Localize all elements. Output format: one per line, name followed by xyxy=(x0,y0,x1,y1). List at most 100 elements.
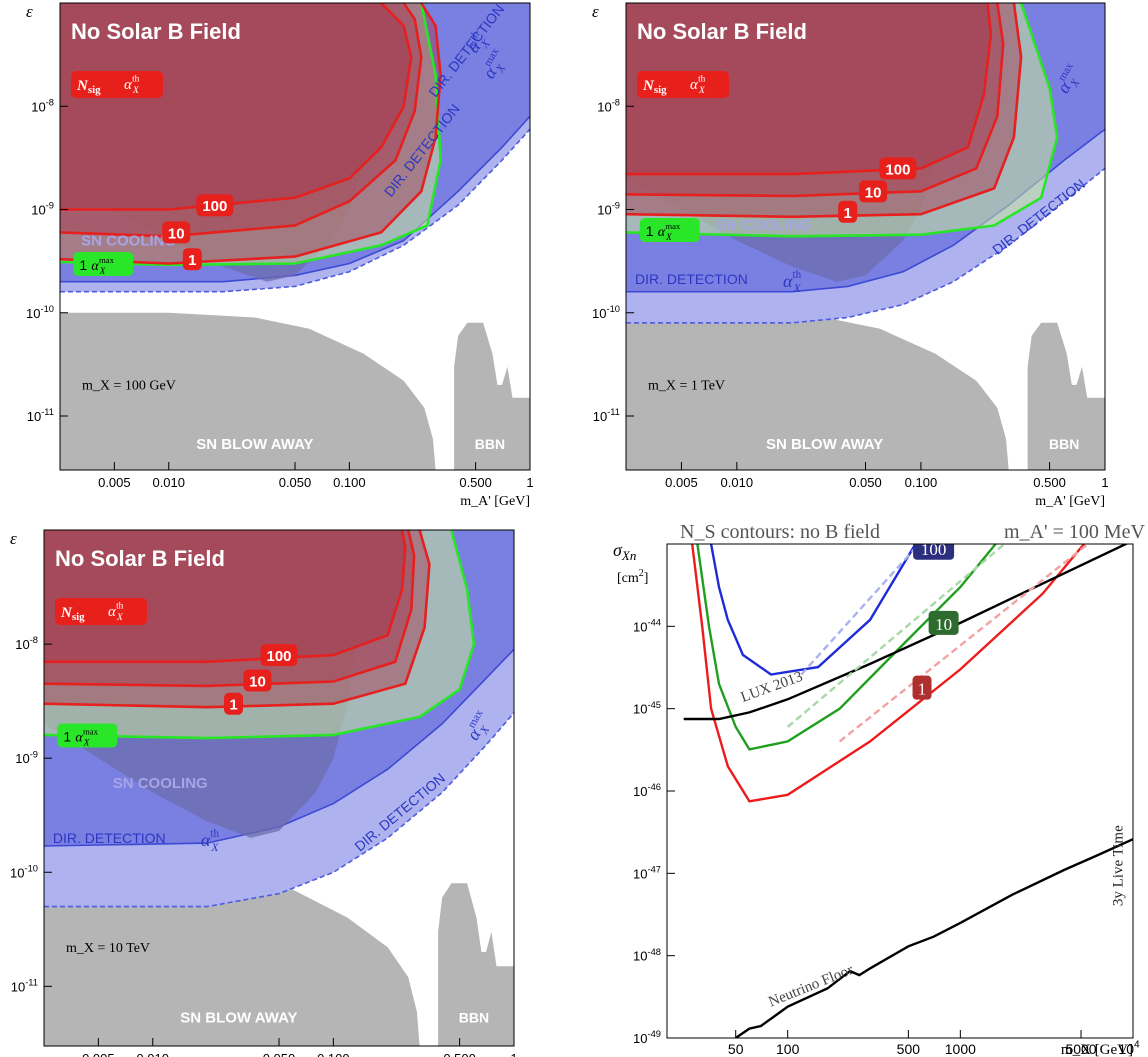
x-tick-label-exp: 4 xyxy=(1134,1040,1140,1051)
panel-top-left: SN BLOW AWAY BBN SN COOLING No Solar B Fiel… xyxy=(26,2,534,509)
series-line-100 xyxy=(709,544,917,676)
x-tick-label: 0.500 xyxy=(459,475,492,490)
y-tick-label-base: 10 xyxy=(633,949,647,964)
green-badge xyxy=(73,252,134,277)
y-tick-label: 10-49 xyxy=(633,1029,661,1046)
sn-blow-away-region xyxy=(44,872,420,1046)
contour-line-1 xyxy=(60,3,442,265)
contour-line-10 xyxy=(44,530,416,688)
plot-area: SN BLOW AWAY BBN SN COOLING No Solar B Fiel… xyxy=(60,3,530,470)
y-tick-label-exp: -8 xyxy=(46,97,54,107)
dd-max-boundary xyxy=(626,167,1105,324)
y-tick-label-exp: -48 xyxy=(647,947,661,957)
contour-label-100: 100 xyxy=(266,648,291,665)
y-tick-label-exp: -44 xyxy=(647,617,661,627)
y-tick-label-exp: -46 xyxy=(647,782,661,792)
green-label-coupling-sup: max xyxy=(665,221,681,231)
contour-fill-1 xyxy=(626,3,1022,217)
y-tick-label-base: 10 xyxy=(597,99,611,114)
legend-coupling-sup: th xyxy=(116,602,124,612)
dd-th-coupling: αXth xyxy=(783,269,802,295)
x-tick-label: 0.005 xyxy=(98,475,131,490)
x-tick-label: 0.100 xyxy=(317,1051,350,1057)
x-tick-label: 5000 xyxy=(1065,1041,1096,1057)
contour-extension xyxy=(800,544,921,676)
contour-line-10 xyxy=(626,3,1005,198)
y-axis-unit-exp: 2 xyxy=(639,568,644,579)
green-label-n: 1 xyxy=(646,223,654,239)
green-label-coupling-sym: α xyxy=(91,259,99,274)
y-tick-label: 10-11 xyxy=(27,407,54,424)
y-tick-label-base: 10 xyxy=(15,637,29,652)
bbn-region xyxy=(1027,322,1105,470)
y-axis-unit-close: ] xyxy=(644,571,649,586)
live-time-label: 3y Live Time xyxy=(1111,825,1127,906)
contour-label-100: 100 xyxy=(921,540,947,559)
sn-cooling-label: SN COOLING xyxy=(113,775,208,792)
y-axis-label: σXn xyxy=(613,540,636,563)
dd-th-coupling-sym: α xyxy=(201,830,211,850)
dd-th-coupling-sup: th xyxy=(210,828,219,840)
x-tick-label: 0.010 xyxy=(721,475,754,490)
legend-coupling-sub: X xyxy=(698,85,706,96)
x-tick-label: 0.500 xyxy=(443,1051,476,1057)
sn-blow-away-label: SN BLOW AWAY xyxy=(766,436,883,453)
series-line-neutrino-floor xyxy=(735,838,1133,1038)
legend-coupling-sup: th xyxy=(132,75,140,85)
contour-label-10: 10 xyxy=(865,184,882,201)
contour-extension xyxy=(786,544,1007,728)
dd-max-boundary xyxy=(60,128,530,293)
x-tick-label: 50 xyxy=(728,1041,744,1057)
x-tick-label: 1 xyxy=(1101,475,1108,490)
y-tick-label-base: 10 xyxy=(31,203,45,218)
y-tick-label-exp: -9 xyxy=(612,201,620,211)
legend-pill xyxy=(71,71,163,98)
y-tick-label-base: 10 xyxy=(592,306,606,321)
panel-title: No Solar B Field xyxy=(637,19,807,44)
plot-area: SN BLOW AWAY BBN SN COOLING No Solar B Fiel… xyxy=(44,530,514,1046)
contour-line-1 xyxy=(44,530,431,709)
contour-badge-100 xyxy=(196,194,234,217)
x-tick-label: 500 xyxy=(897,1041,921,1057)
contour-line-10 xyxy=(60,3,423,238)
legend-coupling-sym: α xyxy=(124,77,133,93)
dd-th-coupling-sub: X xyxy=(793,282,802,295)
y-tick-label-exp: -11 xyxy=(41,407,54,417)
y-tick-label-base: 10 xyxy=(10,865,24,880)
y-tick-label: 10-48 xyxy=(633,947,661,964)
x-tick-label: 0.050 xyxy=(263,1051,296,1057)
bbn-region xyxy=(454,322,530,470)
contour-fill-1 xyxy=(60,3,441,264)
contour-extension xyxy=(838,544,1090,743)
y-tick-label-base: 10 xyxy=(633,784,647,799)
y-tick-label-exp: -11 xyxy=(607,407,620,417)
bbn-region xyxy=(438,883,514,1046)
y-tick-label-exp: -45 xyxy=(647,700,661,710)
contour-line-alpha-max xyxy=(626,3,1059,238)
y-tick-label-exp: -8 xyxy=(612,97,620,107)
y-tick-label-exp: -9 xyxy=(30,749,38,759)
legend-nsig-N: N xyxy=(60,605,73,621)
y-axis-unit: [cm2] xyxy=(617,568,648,586)
y-tick-label: 10-11 xyxy=(593,407,620,424)
contour-label-1: 1 xyxy=(843,205,851,222)
contour-line-1 xyxy=(626,3,1023,219)
y-tick-label-base: 10 xyxy=(15,751,29,766)
y-tick-label: 10-9 xyxy=(15,749,38,766)
legend-coupling: αXth xyxy=(108,602,124,624)
y-tick-label-base: 10 xyxy=(27,409,41,424)
panel-top-right: SN BLOW AWAY BBN SN COOLING No Solar B Fiel… xyxy=(592,2,1109,509)
y-axis-label: ε xyxy=(10,529,17,548)
contour-line-alpha-max xyxy=(44,530,476,740)
green-label-coupling-sub: X xyxy=(99,266,106,276)
y-tick-label-base: 10 xyxy=(26,306,40,321)
bbn-label: BBN xyxy=(1049,436,1079,452)
x-tick-label: 0.005 xyxy=(665,475,698,490)
x-axis-label: m_X [GeV] xyxy=(1061,1042,1133,1057)
x-tick-label: 1 xyxy=(510,1051,517,1057)
y-tick-label: 10-9 xyxy=(31,201,54,218)
y-tick-label-exp: -10 xyxy=(40,304,54,314)
legend-nsig-sub: sig xyxy=(88,84,101,96)
dd-th-boundary xyxy=(626,128,1105,293)
